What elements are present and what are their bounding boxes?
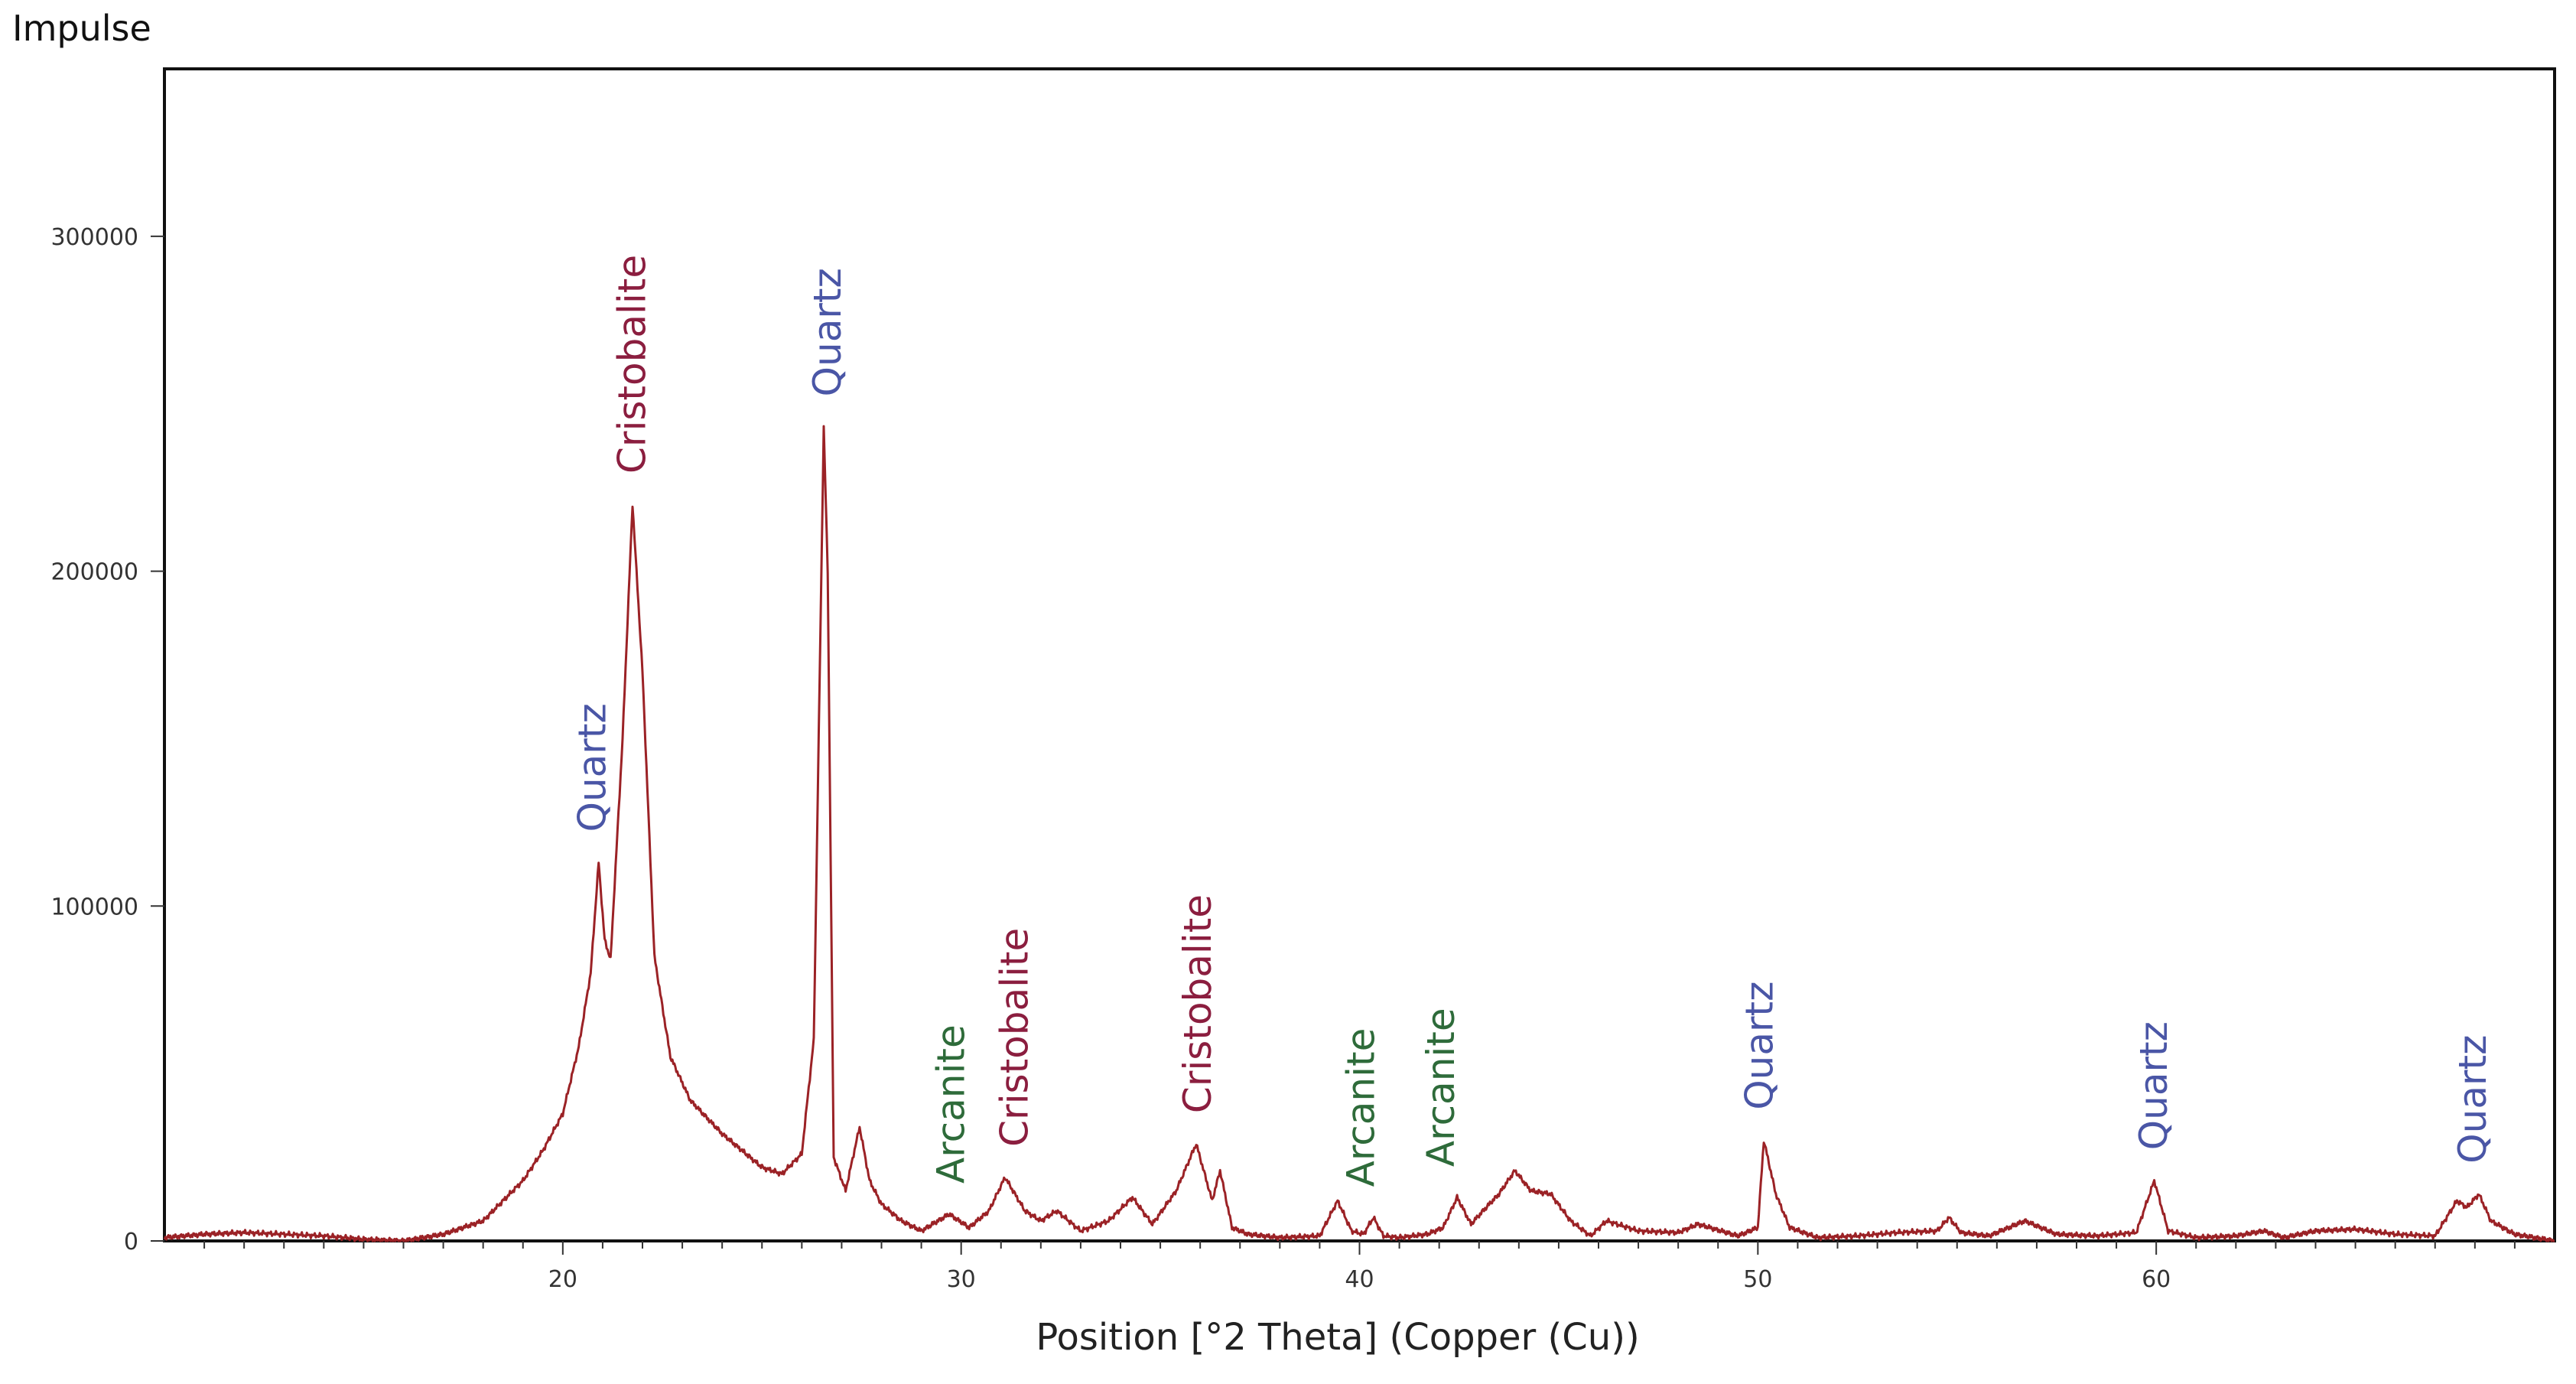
peak-label: Quartz bbox=[805, 268, 850, 396]
series-group bbox=[163, 425, 2555, 1242]
x-tick-label: 40 bbox=[1345, 1266, 1374, 1293]
peak-annotations: Quartz Cristobalite Quartz Arcanite Cristoba… bbox=[571, 255, 2495, 1187]
peak-label: Quartz bbox=[2132, 1021, 2176, 1150]
axis-ticks: 20 30 40 50 60 0 100000 200000 300000 bbox=[50, 224, 2516, 1293]
peak-label: Quartz bbox=[1738, 982, 1782, 1110]
peak-label: Cristobalite bbox=[1176, 894, 1220, 1113]
y-tick-label: 100000 bbox=[50, 894, 138, 920]
peak-label: Quartz bbox=[571, 703, 615, 832]
x-tick-label: 30 bbox=[947, 1266, 976, 1293]
x-tick-label: 60 bbox=[2142, 1266, 2171, 1293]
y-axis-title: Impulse bbox=[12, 8, 151, 49]
y-tick-label: 300000 bbox=[50, 224, 138, 251]
x-axis-title: Position [°2 Theta] (Copper (Cu)) bbox=[1036, 1316, 1640, 1359]
series-line bbox=[163, 425, 2555, 1242]
peak-label: Cristobalite bbox=[993, 928, 1037, 1147]
x-tick-label: 50 bbox=[1743, 1266, 1772, 1293]
peak-label: Quartz bbox=[2451, 1035, 2495, 1164]
y-tick-label: 200000 bbox=[50, 559, 138, 586]
peak-label: Arcanite bbox=[929, 1024, 973, 1184]
peak-label: Cristobalite bbox=[610, 255, 655, 474]
x-tick-label: 20 bbox=[548, 1266, 577, 1293]
peak-label: Arcanite bbox=[1339, 1028, 1384, 1187]
y-tick-label: 0 bbox=[124, 1229, 138, 1255]
peak-label: Arcanite bbox=[1419, 1008, 1463, 1167]
